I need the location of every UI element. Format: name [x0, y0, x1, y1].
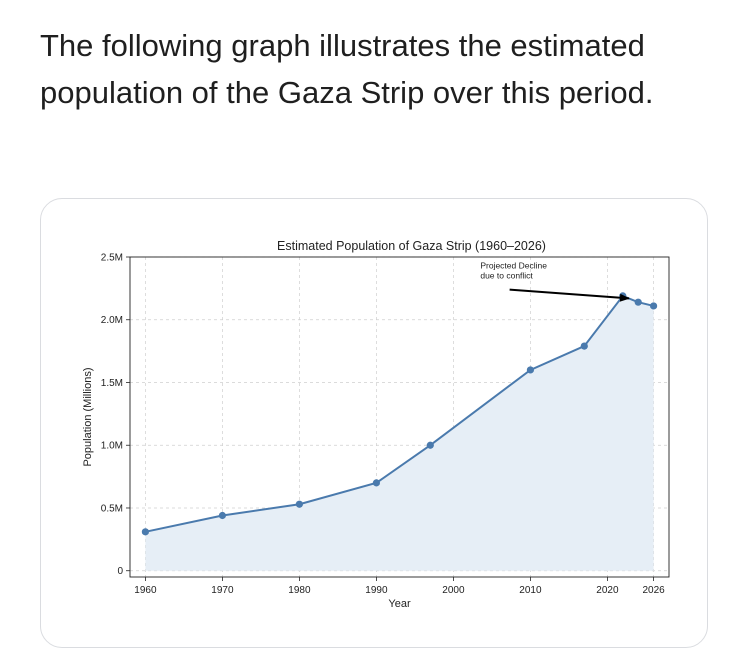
- data-point-2017: [580, 342, 588, 350]
- data-point-1970: [218, 511, 226, 520]
- y-tick-label: 2.0M: [101, 315, 123, 326]
- data-point-2026: [650, 302, 658, 310]
- area-fill-layer: [145, 295, 654, 571]
- annotation-text-line-1: Projected Decline: [480, 260, 547, 270]
- plot-frame: [129, 256, 670, 578]
- series-line-layer: [145, 294, 654, 533]
- annotation-arrow: [509, 288, 630, 302]
- data-point-1990: [372, 479, 380, 487]
- x-tick-label: 1990: [365, 585, 388, 596]
- data-point-1997: [426, 441, 434, 449]
- annotation: Projected Decline due to conflict: [480, 260, 630, 302]
- x-tick-label: 2026: [642, 585, 665, 596]
- y-axis-label: Population (Millions): [82, 367, 94, 466]
- intro-text: The following graph illustrates the esti…: [40, 28, 654, 110]
- population-area-fill: [145, 295, 654, 571]
- y-ticks: 0 0.5M 1.0M 1.5M 2.0M 2.5M: [101, 253, 130, 577]
- data-point-2010: [526, 366, 534, 374]
- y-tick-label: 0: [117, 566, 123, 577]
- x-axis-label: Year: [388, 598, 411, 610]
- annotation-text-line-2: due to conflict: [480, 270, 533, 280]
- x-tick-label: 1970: [211, 585, 234, 596]
- data-point-2024: [634, 298, 642, 306]
- population-line: [145, 294, 654, 533]
- y-tick-label: 2.5M: [101, 253, 123, 264]
- y-tick-label: 1.0M: [101, 441, 123, 452]
- population-chart: 1960 1970 1980 1990 2000 2010 2020 2026 0 0.5M 1.…: [82, 239, 670, 610]
- x-tick-label: 1960: [134, 585, 157, 596]
- y-tick-label: 0.5M: [101, 503, 123, 514]
- data-point-1960: [141, 528, 149, 536]
- x-tick-label: 2020: [596, 585, 619, 596]
- y-tick-label: 1.5M: [101, 378, 123, 389]
- data-point-1980: [295, 500, 303, 508]
- x-tick-label: 2010: [519, 585, 542, 596]
- x-tick-label: 1980: [288, 585, 311, 596]
- x-tick-label: 2000: [442, 585, 465, 596]
- x-ticks: 1960 1970 1980 1990 2000 2010 2020 2026: [134, 577, 665, 596]
- chart-title: Estimated Population of Gaza Strip (1960…: [277, 239, 546, 253]
- chart-card: 1960 1970 1980 1990 2000 2010 2020 2026 0 0.5M 1.…: [40, 198, 708, 648]
